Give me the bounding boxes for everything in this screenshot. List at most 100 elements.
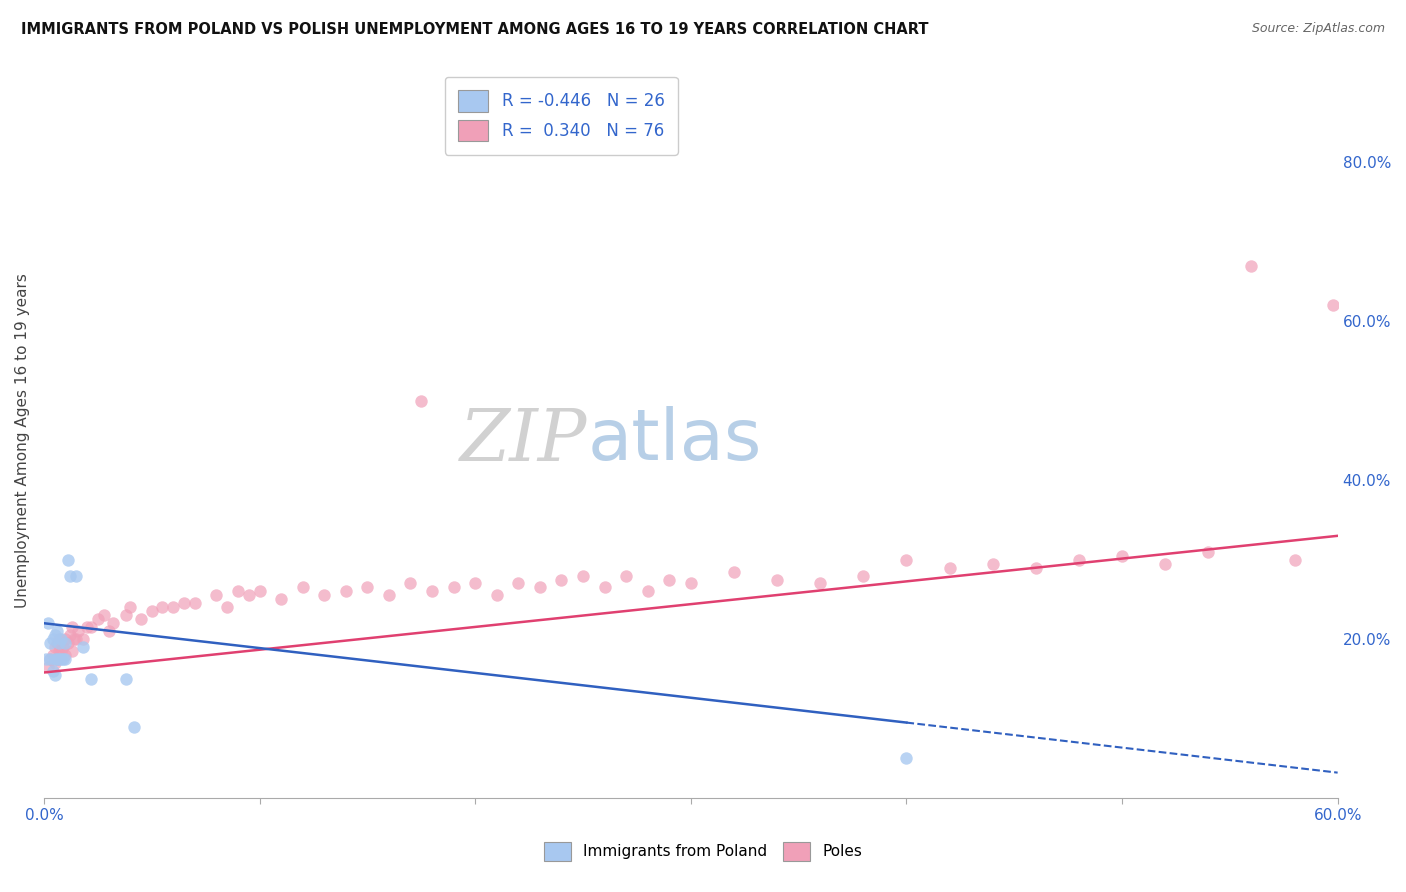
Y-axis label: Unemployment Among Ages 16 to 19 years: Unemployment Among Ages 16 to 19 years: [15, 273, 30, 607]
Point: [114, 608, 136, 623]
Point: [65, 568, 87, 582]
Point: [72, 632, 94, 647]
Point: [1322, 298, 1344, 312]
Point: [411, 393, 433, 408]
Text: IMMIGRANTS FROM POLAND VS POLISH UNEMPLOYMENT AMONG AGES 16 TO 19 YEARS CORRELAT: IMMIGRANTS FROM POLAND VS POLISH UNEMPLO…: [21, 22, 928, 37]
Point: [45, 636, 67, 650]
Point: [162, 600, 184, 615]
Legend: R = -0.446   N = 26, R =  0.340   N = 76: R = -0.446 N = 26, R = 0.340 N = 76: [444, 77, 678, 154]
Point: [205, 589, 228, 603]
Point: [464, 576, 486, 591]
Point: [59, 628, 82, 642]
Point: [44, 628, 66, 642]
Point: [1025, 560, 1047, 574]
Point: [124, 720, 146, 734]
Point: [658, 573, 681, 587]
Point: [55, 632, 77, 647]
Point: [93, 608, 115, 623]
Point: [238, 589, 260, 603]
Point: [63, 632, 86, 647]
Point: [101, 616, 124, 631]
Point: [679, 576, 702, 591]
Point: [49, 644, 72, 658]
Point: [80, 672, 103, 686]
Point: [485, 589, 508, 603]
Point: [1067, 552, 1090, 566]
Point: [529, 581, 551, 595]
Point: [896, 751, 918, 765]
Point: [114, 672, 136, 686]
Point: [291, 581, 314, 595]
Point: [550, 573, 572, 587]
Point: [1197, 545, 1219, 559]
Point: [141, 604, 163, 618]
Point: [249, 584, 271, 599]
Point: [508, 576, 530, 591]
Point: [443, 581, 465, 595]
Point: [938, 560, 960, 574]
Point: [1240, 259, 1263, 273]
Point: [48, 652, 70, 666]
Point: [120, 600, 142, 615]
Legend: Immigrants from Poland, Poles: Immigrants from Poland, Poles: [536, 834, 870, 868]
Point: [808, 576, 831, 591]
Point: [184, 596, 207, 610]
Point: [637, 584, 659, 599]
Point: [35, 652, 58, 666]
Point: [55, 648, 77, 662]
Point: [65, 632, 87, 647]
Point: [723, 565, 745, 579]
Point: [44, 656, 66, 670]
Point: [39, 652, 62, 666]
Point: [41, 664, 63, 678]
Point: [59, 568, 82, 582]
Point: [67, 624, 90, 639]
Point: [56, 552, 79, 566]
Point: [766, 573, 789, 587]
Point: [852, 568, 875, 582]
Point: [1154, 557, 1177, 571]
Text: ZIP: ZIP: [460, 405, 588, 475]
Point: [378, 589, 401, 603]
Point: [896, 552, 918, 566]
Point: [48, 632, 70, 647]
Point: [226, 584, 249, 599]
Point: [87, 612, 110, 626]
Point: [80, 620, 103, 634]
Point: [76, 620, 98, 634]
Point: [52, 640, 75, 654]
Point: [270, 592, 292, 607]
Point: [399, 576, 422, 591]
Point: [55, 652, 77, 666]
Point: [129, 612, 152, 626]
Point: [981, 557, 1004, 571]
Point: [1284, 552, 1306, 566]
Point: [45, 624, 67, 639]
Point: [152, 600, 174, 615]
Point: [45, 652, 67, 666]
Point: [52, 652, 75, 666]
Point: [72, 640, 94, 654]
Point: [55, 636, 77, 650]
Point: [97, 624, 120, 639]
Point: [37, 616, 59, 631]
Point: [44, 652, 66, 666]
Point: [37, 660, 59, 674]
Point: [614, 568, 637, 582]
Point: [49, 632, 72, 647]
Point: [1111, 549, 1133, 563]
Point: [44, 640, 66, 654]
Text: Source: ZipAtlas.com: Source: ZipAtlas.com: [1251, 22, 1385, 36]
Point: [48, 644, 70, 658]
Point: [356, 581, 378, 595]
Point: [48, 636, 70, 650]
Point: [41, 648, 63, 662]
Point: [45, 652, 67, 666]
Point: [593, 581, 616, 595]
Point: [49, 652, 72, 666]
Text: atlas: atlas: [588, 406, 762, 475]
Point: [314, 589, 336, 603]
Point: [56, 636, 79, 650]
Point: [60, 644, 83, 658]
Point: [420, 584, 443, 599]
